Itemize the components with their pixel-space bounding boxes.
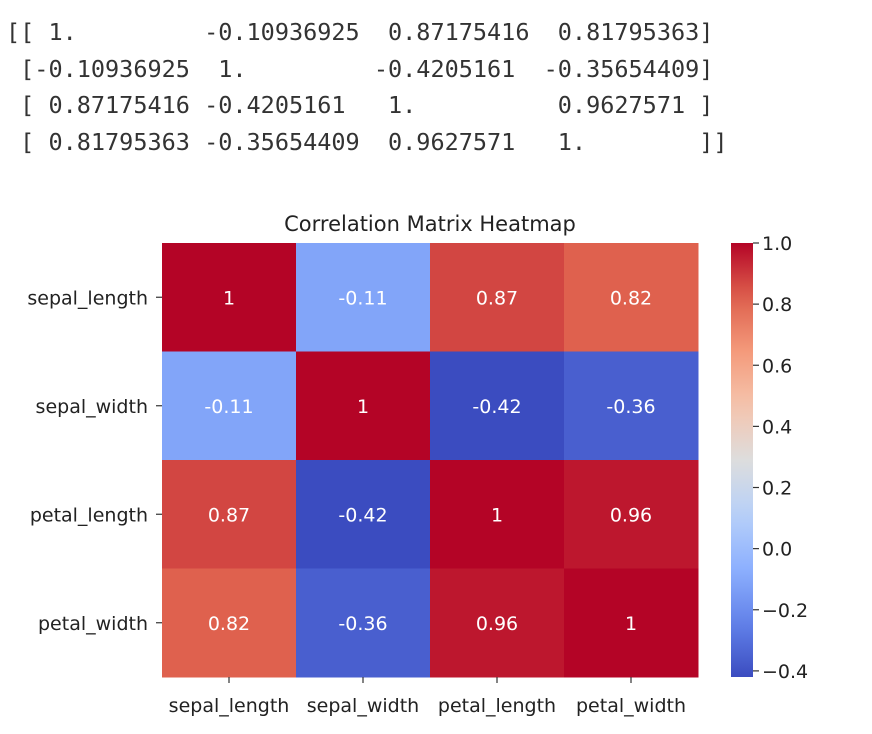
cell-annotation: 1: [223, 287, 235, 309]
cell-annotation: -0.42: [338, 504, 387, 526]
heatmap-cells: [162, 243, 699, 678]
cell-annotation: 0.96: [476, 613, 518, 635]
colorbar: 1.0 0.8 0.6 0.4 0.2 0.0 −0.2 −0.4: [731, 233, 808, 683]
cell-annotation: 0.87: [476, 287, 518, 309]
row-tick-label: petal_length: [30, 504, 148, 526]
heatmap-cell: [564, 568, 699, 678]
heatmap-cell: [296, 243, 431, 352]
matrix-row-1: [[ 1. -0.10936925 0.87175416 0.81795363]: [6, 18, 714, 46]
column-tick-label: petal_length: [438, 695, 556, 717]
cell-annotation: 0.87: [208, 504, 250, 526]
heatmap-cell: [296, 568, 431, 678]
row-tick-label: petal_width: [38, 613, 148, 635]
cell-annotation: 1: [357, 396, 369, 418]
column-tick-label: sepal_width: [307, 695, 419, 717]
heatmap-cell: [296, 460, 431, 569]
row-tick-label: sepal_width: [36, 396, 148, 418]
heatmap-cell: [564, 243, 699, 352]
heatmap-annotations: 1 -0.11 0.87 0.82 -0.11 1 -0.42 -0.36 0.87 -0.42 1…: [204, 287, 655, 635]
cell-annotation: -0.11: [204, 396, 253, 418]
cell-annotation: 0.82: [208, 613, 250, 635]
cell-annotation: -0.11: [338, 287, 387, 309]
colorbar-tick-label: −0.2: [762, 600, 808, 622]
cell-annotation: 1: [625, 613, 637, 635]
heatmap-cell: [430, 243, 565, 352]
colorbar-tick-label: −0.4: [762, 661, 808, 683]
column-tick-label: sepal_length: [169, 695, 290, 717]
column-tick-labels: sepal_length sepal_width petal_length petal…: [169, 677, 686, 717]
heatmap-cell: [430, 460, 565, 569]
heatmap-cell: [296, 351, 431, 461]
colorbar-tick-label: 0.4: [762, 416, 792, 438]
colorbar-tick-label: 0.2: [762, 478, 792, 500]
colorbar-tick-label: 0.0: [762, 539, 792, 561]
colorbar-ticks: 1.0 0.8 0.6 0.4 0.2 0.0 −0.2 −0.4: [753, 233, 808, 683]
row-tick-labels: sepal_length sepal_width petal_lengthpetal…: [27, 287, 162, 635]
matrix-row-3: [ 0.87175416 -0.4205161 1. 0.9627571 ]: [6, 91, 714, 119]
colorbar-tick-label: 0.8: [762, 294, 792, 316]
heatmap-cell: [564, 351, 699, 461]
cell-annotation: -0.36: [606, 396, 655, 418]
column-tick-label: petal_width: [576, 695, 686, 717]
cell-annotation: -0.36: [338, 613, 387, 635]
cell-annotation: 1: [491, 504, 503, 526]
heatmap-cell: [430, 351, 565, 461]
colorbar-gradient: [731, 243, 753, 677]
matrix-row-4: [ 0.81795363 -0.35654409 0.9627571 1. ]]: [6, 127, 728, 156]
cell-annotation: 0.96: [610, 504, 652, 526]
matrix-row-2: [-0.10936925 1. -0.4205161 -0.35654409]: [6, 54, 714, 83]
colorbar-tick-label: 1.0: [762, 233, 792, 255]
cell-annotation: 0.82: [610, 287, 652, 309]
heatmap-cell: [162, 460, 297, 569]
heatmap-cell: [430, 568, 565, 678]
chart-title: Correlation Matrix Heatmap: [284, 212, 576, 236]
row-tick-label: sepal_length: [27, 287, 148, 309]
heatmap-cell: [564, 460, 699, 569]
cell-annotation: -0.42: [472, 396, 521, 418]
heatmap-cell: [162, 351, 297, 461]
colorbar-tick-label: 0.6: [762, 355, 792, 377]
matrix-printout: [[ 1. -0.10936925 0.87175416 0.81795363]…: [6, 14, 728, 160]
heatmap-cell: [162, 243, 297, 352]
heatmap-cell: [162, 568, 297, 678]
